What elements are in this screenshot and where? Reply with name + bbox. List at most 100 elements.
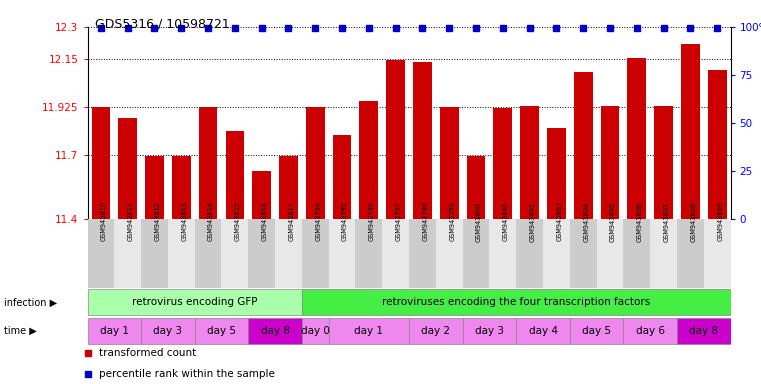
Bar — [547, 129, 565, 219]
Bar — [654, 106, 673, 219]
Text: GSM943808: GSM943808 — [690, 202, 696, 242]
Text: retrovirus encoding GFP: retrovirus encoding GFP — [132, 298, 257, 308]
Text: day 4: day 4 — [528, 326, 558, 336]
Text: day 1: day 1 — [355, 326, 384, 336]
Bar — [570, 219, 597, 288]
Bar — [600, 106, 619, 219]
Text: day 5: day 5 — [207, 326, 236, 336]
Bar — [88, 318, 141, 344]
Bar — [440, 107, 459, 219]
Text: GSM943812: GSM943812 — [154, 202, 161, 242]
Bar — [199, 107, 218, 219]
Text: GDS5316 / 10598721: GDS5316 / 10598721 — [95, 17, 230, 30]
Bar — [302, 219, 329, 288]
Text: GSM943801: GSM943801 — [503, 202, 509, 242]
Bar — [302, 290, 731, 315]
Bar — [355, 219, 382, 288]
Bar — [570, 318, 623, 344]
Bar — [114, 219, 141, 288]
Text: day 8: day 8 — [689, 326, 718, 336]
Text: GSM943816: GSM943816 — [262, 202, 268, 242]
Text: GSM943803: GSM943803 — [556, 202, 562, 242]
Text: GSM943815: GSM943815 — [235, 202, 241, 242]
Text: day 1: day 1 — [100, 326, 129, 336]
Text: GSM943799: GSM943799 — [449, 202, 455, 242]
Bar — [516, 318, 570, 344]
Text: GSM943810: GSM943810 — [101, 202, 107, 242]
Text: infection ▶: infection ▶ — [4, 298, 57, 308]
Bar — [248, 219, 275, 288]
Bar — [329, 318, 409, 344]
Text: GSM943807: GSM943807 — [664, 202, 670, 242]
Bar — [168, 219, 195, 288]
Bar — [248, 318, 302, 344]
Text: GSM943798: GSM943798 — [422, 202, 428, 242]
Text: percentile rank within the sample: percentile rank within the sample — [99, 369, 275, 379]
Bar — [708, 70, 727, 219]
Bar — [195, 219, 221, 288]
Bar — [623, 219, 650, 288]
Text: day 8: day 8 — [260, 326, 290, 336]
Bar — [681, 44, 700, 219]
Text: GSM943814: GSM943814 — [208, 202, 214, 242]
Text: day 2: day 2 — [422, 326, 451, 336]
Bar — [623, 318, 677, 344]
Bar — [677, 219, 704, 288]
Bar — [91, 107, 110, 219]
Bar — [489, 219, 516, 288]
Bar — [333, 135, 352, 219]
Bar — [306, 107, 325, 219]
Bar — [382, 219, 409, 288]
Bar — [329, 219, 355, 288]
Bar — [627, 58, 646, 219]
Bar — [88, 219, 114, 288]
Bar — [275, 219, 302, 288]
Bar — [409, 318, 463, 344]
Text: GSM943817: GSM943817 — [288, 202, 295, 242]
Bar — [463, 219, 489, 288]
Bar — [253, 171, 271, 219]
Bar — [88, 290, 302, 315]
Bar — [463, 318, 516, 344]
Bar — [118, 118, 137, 219]
Text: day 6: day 6 — [635, 326, 664, 336]
Text: GSM943811: GSM943811 — [128, 202, 134, 242]
Bar — [141, 219, 168, 288]
Text: time ▶: time ▶ — [4, 326, 37, 336]
Bar — [302, 318, 329, 344]
Text: retroviruses encoding the four transcription factors: retroviruses encoding the four transcrip… — [382, 298, 651, 308]
Text: GSM943794: GSM943794 — [315, 202, 321, 242]
Bar — [436, 219, 463, 288]
Bar — [466, 156, 486, 219]
Text: GSM943809: GSM943809 — [717, 202, 723, 242]
Text: day 3: day 3 — [475, 326, 504, 336]
Text: GSM943804: GSM943804 — [583, 202, 589, 242]
Text: day 3: day 3 — [154, 326, 183, 336]
Bar — [516, 219, 543, 288]
Bar — [597, 219, 623, 288]
Text: GSM943796: GSM943796 — [369, 202, 375, 242]
Bar — [521, 106, 539, 219]
Text: GSM943806: GSM943806 — [637, 202, 643, 242]
Bar — [195, 318, 248, 344]
Bar — [359, 101, 378, 219]
Text: day 0: day 0 — [301, 326, 330, 336]
Bar — [543, 219, 570, 288]
Bar — [574, 72, 593, 219]
Text: GSM943802: GSM943802 — [530, 202, 536, 242]
Bar — [172, 156, 191, 219]
Text: GSM943795: GSM943795 — [342, 202, 348, 242]
Bar — [279, 156, 298, 219]
Bar — [141, 318, 195, 344]
Bar — [221, 219, 248, 288]
Text: GSM943797: GSM943797 — [396, 202, 402, 242]
Bar — [493, 108, 512, 219]
Bar — [409, 219, 436, 288]
Text: GSM943800: GSM943800 — [476, 202, 482, 242]
Bar — [650, 219, 677, 288]
Bar — [413, 62, 431, 219]
Bar — [704, 219, 731, 288]
Bar — [225, 131, 244, 219]
Bar — [145, 156, 164, 219]
Text: day 5: day 5 — [582, 326, 611, 336]
